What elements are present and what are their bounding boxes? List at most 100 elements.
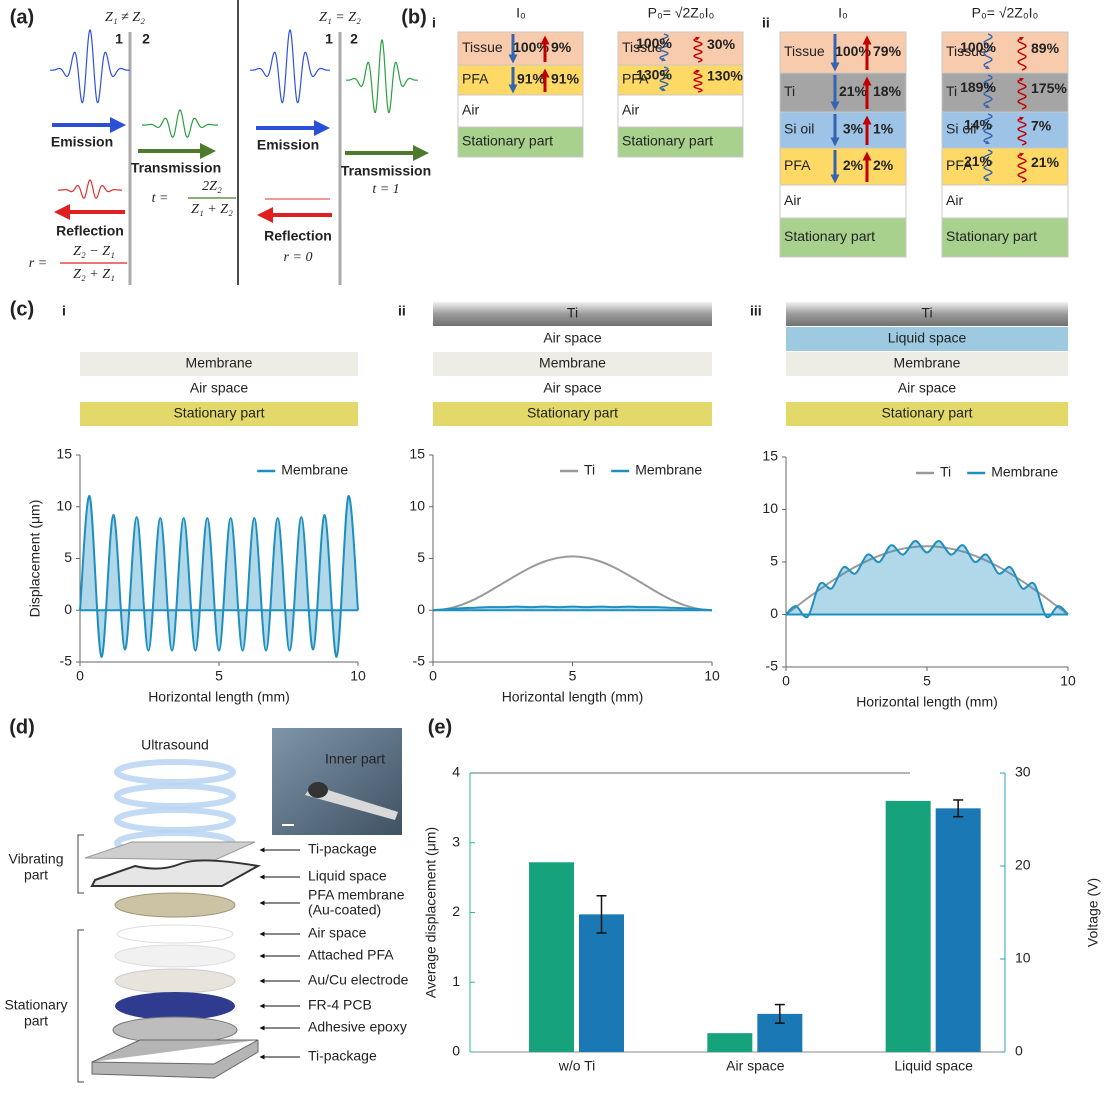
- layer-name: Si oil: [784, 121, 814, 137]
- y-tick-label: 0: [770, 605, 778, 621]
- incident-value: 100%: [636, 35, 672, 51]
- series-area: [786, 540, 1068, 618]
- wavy-arrow: [659, 66, 669, 92]
- legend-label: Membrane: [281, 462, 348, 478]
- y-axis-title: Average displacement (μm): [423, 827, 439, 998]
- ti-package-sheet: [84, 841, 256, 861]
- x-tick-label: 0: [76, 668, 84, 684]
- y-tick-label: -5: [60, 653, 73, 669]
- y2-tick-label: 0: [1015, 1043, 1023, 1059]
- pcb: [115, 992, 235, 1020]
- y-tick-label: 0: [417, 601, 425, 617]
- reflected-value: 30%: [707, 36, 736, 52]
- reflected-value: 9%: [551, 39, 572, 55]
- x-tick-label: Air space: [726, 1058, 785, 1074]
- source-label: Ultrasound: [141, 737, 209, 753]
- layer-name: Ti: [567, 305, 578, 321]
- group-label: i: [432, 15, 436, 31]
- layer-name: Air space: [898, 380, 957, 396]
- layer: [433, 377, 712, 401]
- x-tick-label: 10: [704, 668, 720, 684]
- group-label: part: [24, 867, 48, 883]
- stack-header: P₀= √2Z₀I₀: [972, 5, 1039, 21]
- x-tick-label: Liquid space: [894, 1058, 973, 1074]
- series-area: [80, 495, 358, 657]
- stack-header: P₀= √2Z₀I₀: [648, 5, 715, 21]
- layer: [433, 302, 712, 326]
- bar: [529, 862, 574, 1052]
- electrode: [114, 968, 236, 994]
- inset-photo: [272, 728, 402, 835]
- y-tick-label: 5: [770, 553, 778, 569]
- layer-name: PFA: [462, 71, 489, 87]
- wavy-arrow: [693, 36, 703, 63]
- wavy-arrow: [1017, 152, 1027, 183]
- incident-value: 3%: [843, 121, 864, 137]
- inset-label: Inner part: [325, 751, 385, 767]
- medium-label: 2: [142, 31, 150, 47]
- layer-name: Liquid space: [888, 330, 967, 346]
- condition: Z₁ = Z₂: [319, 10, 361, 25]
- y-axis-title: Displacement (μm): [27, 500, 43, 618]
- reflected-value: 7%: [1031, 118, 1052, 134]
- layer-name: Stationary part: [784, 228, 875, 244]
- y-tick-label: -5: [413, 653, 426, 669]
- x-axis-title: Horizontal length (mm): [856, 694, 998, 710]
- group-label: ii: [762, 15, 770, 31]
- layer: [779, 217, 907, 258]
- reflected-value: 18%: [873, 83, 902, 99]
- formula: r = 0: [284, 250, 313, 265]
- x-axis-title: Horizontal length (mm): [148, 689, 290, 705]
- reflected-value: 175%: [1031, 80, 1067, 96]
- legend-label: Ti: [940, 464, 951, 480]
- wave-packet: [142, 109, 218, 138]
- layer-name: Air: [622, 102, 639, 118]
- wavy-arrow: [1017, 116, 1027, 146]
- y-tick-label: 1: [452, 973, 460, 989]
- layer: [941, 111, 1069, 149]
- ti-package-base: [91, 1039, 259, 1079]
- emission-label: Emission: [51, 134, 113, 150]
- part-label: Attached PFA: [308, 947, 394, 963]
- layer: [80, 402, 358, 426]
- incident-value: 21%: [964, 153, 993, 169]
- y-tick-label: 2: [452, 903, 460, 919]
- attached-pfa: [114, 944, 236, 968]
- x-tick-label: 0: [782, 673, 790, 689]
- layer: [941, 217, 1069, 258]
- layer: [457, 126, 584, 158]
- reflected-value: 2%: [873, 157, 894, 173]
- part-label: Ti-package: [308, 841, 377, 857]
- layer-name: Tissue: [946, 43, 987, 59]
- y-tick-label: 10: [762, 500, 778, 516]
- part-label: Au/Cu electrode: [308, 972, 409, 988]
- series-line: [785, 540, 1069, 619]
- layer-name: Ti: [784, 83, 795, 99]
- subpanel-label: i: [62, 303, 66, 319]
- incident-value: 130%: [636, 67, 672, 83]
- y-tick-label: 5: [417, 549, 425, 565]
- layer: [779, 72, 907, 113]
- tweezers: [305, 785, 398, 820]
- x-tick-label: 10: [350, 668, 366, 684]
- layer-name: Air: [462, 102, 479, 118]
- group-label: Vibrating: [8, 851, 63, 867]
- part-label: Adhesive epoxy: [308, 1019, 407, 1035]
- y2-tick-label: 10: [1015, 950, 1031, 966]
- layer-name: Membrane: [186, 355, 253, 371]
- x-tick-label: w/o Ti: [558, 1058, 596, 1074]
- formula: Z₁ + Z₂: [191, 202, 233, 217]
- layer: [786, 327, 1068, 351]
- incident-value: 100%: [835, 43, 871, 59]
- transmission-label: Transmission: [131, 160, 221, 176]
- panel-label: (a): [10, 6, 34, 28]
- layer-name: PFA: [946, 157, 973, 173]
- panel-label: (e): [428, 716, 452, 738]
- bar: [935, 808, 981, 1052]
- layer: [457, 94, 584, 128]
- y2-tick-label: 20: [1015, 857, 1031, 873]
- layer-name: Air: [784, 192, 801, 208]
- y-tick-label: -5: [766, 658, 779, 674]
- formula: r =: [29, 256, 47, 271]
